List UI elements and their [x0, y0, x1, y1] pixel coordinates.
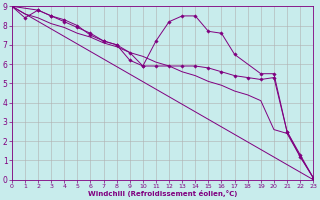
X-axis label: Windchill (Refroidissement éolien,°C): Windchill (Refroidissement éolien,°C)	[88, 190, 237, 197]
